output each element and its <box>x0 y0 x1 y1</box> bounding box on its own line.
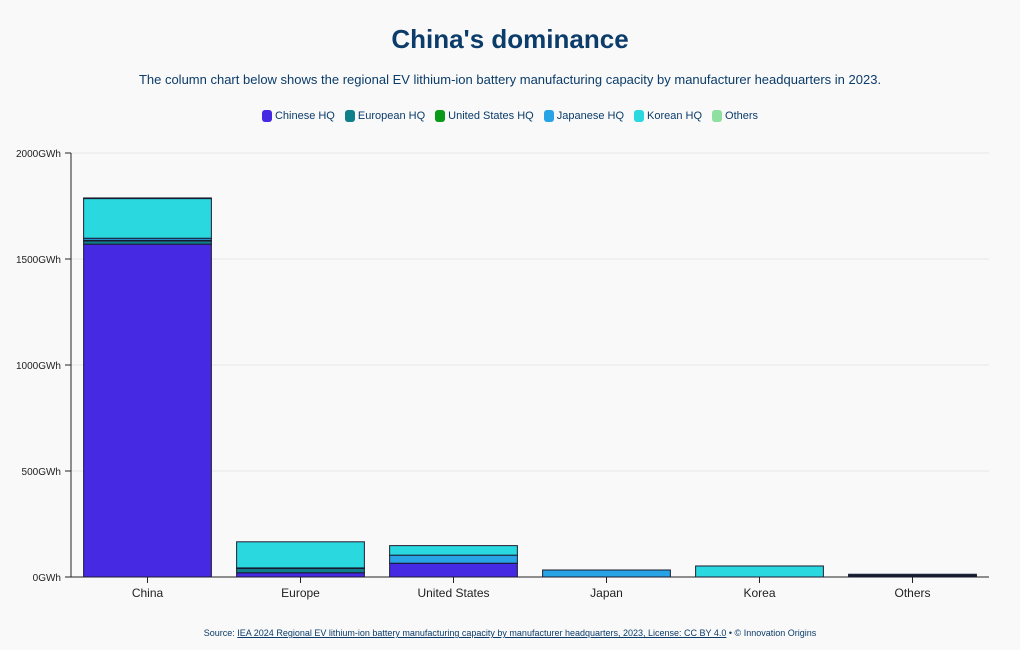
legend-item-european-hq[interactable]: European HQ <box>344 110 426 122</box>
bar-chart: 0GWh 500GWh 1000GWh 1500GWh 2000GWh China Euro… <box>16 149 989 600</box>
legend-swatch <box>435 110 446 122</box>
y-tick-label: 0GWh <box>33 573 61 584</box>
y-tick-label: 1000GWh <box>16 361 61 372</box>
bar-segment <box>389 562 518 578</box>
legend-swatch <box>712 110 723 122</box>
y-tick-label: 500GWh <box>22 467 61 478</box>
source-prefix: Source: <box>203 628 238 638</box>
legend-item-united-states-hq[interactable]: United States HQ <box>435 110 534 122</box>
chart-title: China's dominance <box>391 24 629 54</box>
chart-subtitle: The column chart below shows the regiona… <box>138 72 882 87</box>
legend-label: European HQ <box>357 110 426 122</box>
x-tick-label: Europe <box>281 586 320 600</box>
legend-swatch <box>634 110 644 122</box>
legend-swatch <box>344 110 355 122</box>
x-tick-label: Korea <box>743 586 775 600</box>
legend-label: Chinese HQ <box>274 110 335 122</box>
source-suffix: • © Innovation Origins <box>726 628 817 638</box>
bar-segment <box>236 568 365 574</box>
legend-label: United States HQ <box>448 110 534 122</box>
source-link[interactable]: IEA 2024 Regional EV lithium-ion battery… <box>237 628 727 638</box>
legend-label: Korean HQ <box>647 110 703 122</box>
x-tick-label: Japan <box>590 586 623 600</box>
bar-segment <box>236 541 365 569</box>
x-tick-label: Others <box>894 586 930 600</box>
x-tick-label: United States <box>417 586 489 600</box>
legend-label: Others <box>725 110 759 122</box>
legend-item-japanese-hq[interactable]: Japanese HQ <box>543 110 624 122</box>
bar-segment <box>848 573 977 576</box>
legend-item-others[interactable]: Others <box>712 110 758 122</box>
bar-segment <box>83 243 212 578</box>
bar-segment <box>389 545 518 556</box>
y-tick-label: 1500GWh <box>16 255 61 266</box>
bar-segment <box>83 198 212 239</box>
legend-swatch <box>543 110 554 122</box>
bar-segment <box>695 565 824 578</box>
legend-item-chinese-hq[interactable]: Chinese HQ <box>261 110 335 122</box>
y-tick-label: 2000GWh <box>16 149 61 160</box>
bar-segment <box>236 572 365 578</box>
x-tick-label: China <box>132 586 164 600</box>
legend-swatch <box>261 110 272 122</box>
source-note: Source: IEA 2024 Regional EV lithium-ion… <box>0 628 1020 638</box>
bar-segment <box>83 197 212 200</box>
bar-segment <box>542 569 671 578</box>
legend-item-korean-hq[interactable]: Korean HQ <box>634 110 702 122</box>
legend-label: Japanese HQ <box>556 110 624 122</box>
bar-segment <box>389 554 518 564</box>
chart-legend: Chinese HQ European HQ United States HQ … <box>0 110 1020 122</box>
